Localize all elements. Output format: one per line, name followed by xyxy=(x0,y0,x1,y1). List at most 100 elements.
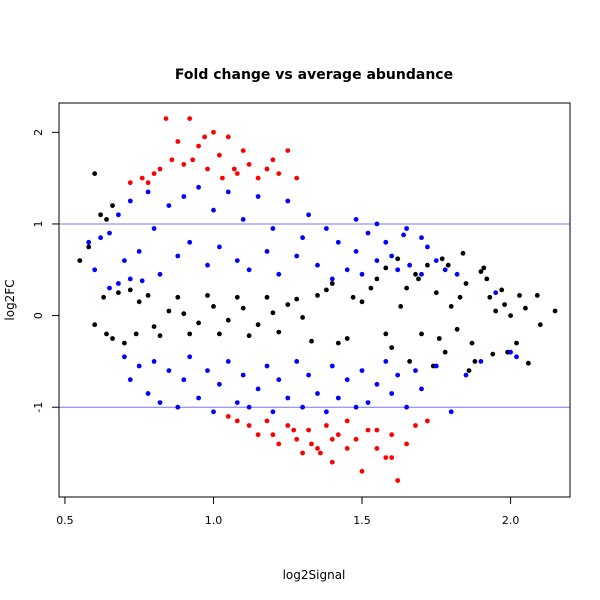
data-point xyxy=(104,331,109,337)
data-point xyxy=(246,267,252,273)
data-point xyxy=(136,363,142,369)
data-point xyxy=(413,368,418,373)
data-point xyxy=(202,134,208,140)
data-point xyxy=(285,302,291,307)
data-point xyxy=(493,308,499,314)
data-point xyxy=(98,212,103,218)
data-point xyxy=(285,395,291,401)
data-point xyxy=(294,436,300,442)
data-point xyxy=(329,276,335,282)
data-point xyxy=(374,258,380,263)
data-point xyxy=(404,285,409,291)
data-point xyxy=(217,381,222,387)
y-tick-label: 1 xyxy=(32,220,45,227)
data-point xyxy=(270,157,276,163)
data-point xyxy=(353,404,359,410)
data-point xyxy=(365,400,371,405)
data-point xyxy=(255,386,261,392)
data-point xyxy=(389,391,395,396)
data-point xyxy=(92,322,98,328)
data-point xyxy=(276,171,282,177)
data-point xyxy=(433,290,439,296)
data-point xyxy=(181,377,187,383)
data-point xyxy=(309,338,314,344)
data-point xyxy=(157,400,163,405)
data-point xyxy=(255,194,261,199)
data-point xyxy=(234,418,240,424)
data-point xyxy=(234,171,240,177)
data-point xyxy=(234,258,240,263)
data-point xyxy=(306,427,311,433)
data-point xyxy=(472,359,478,364)
data-point xyxy=(365,230,371,236)
x-axis: 0.5 1.0 1.5 2.0 xyxy=(56,496,519,527)
data-point xyxy=(335,239,341,245)
data-point xyxy=(205,262,210,268)
point-group-2 xyxy=(127,116,430,483)
data-point xyxy=(329,436,335,442)
data-point xyxy=(225,359,231,364)
data-point xyxy=(122,354,127,360)
data-point xyxy=(359,299,365,305)
data-point xyxy=(294,359,300,364)
data-point xyxy=(157,166,163,172)
data-point xyxy=(151,324,157,329)
data-point xyxy=(350,294,356,300)
data-point xyxy=(116,212,121,218)
data-point xyxy=(442,267,448,273)
chart-title: Fold change vs average abundance xyxy=(175,67,453,83)
data-point xyxy=(136,249,142,254)
data-point xyxy=(77,258,83,263)
data-point xyxy=(374,381,380,387)
data-point xyxy=(264,418,270,424)
data-point xyxy=(294,253,300,259)
data-point xyxy=(139,175,145,181)
data-point xyxy=(276,329,282,335)
data-point xyxy=(101,294,106,300)
data-point xyxy=(315,391,320,396)
data-point xyxy=(240,305,246,311)
data-point xyxy=(344,377,350,383)
data-point xyxy=(116,290,121,296)
data-point xyxy=(285,423,291,428)
data-point xyxy=(300,404,305,410)
data-point xyxy=(300,235,305,241)
y-tick-label: -1 xyxy=(32,402,45,413)
data-point xyxy=(481,265,487,271)
data-point xyxy=(389,455,395,460)
data-point xyxy=(246,333,252,339)
data-point xyxy=(478,269,484,274)
data-point xyxy=(300,315,305,320)
data-point xyxy=(335,395,341,401)
data-point xyxy=(175,294,181,300)
data-point xyxy=(276,377,282,383)
data-point xyxy=(469,340,475,346)
x-tick-label: 1.5 xyxy=(353,514,371,527)
data-point xyxy=(353,436,359,442)
data-point xyxy=(276,441,282,447)
data-point xyxy=(181,162,187,167)
data-point xyxy=(445,262,451,268)
data-point xyxy=(466,368,472,373)
data-point xyxy=(116,281,121,286)
data-point xyxy=(151,226,157,231)
data-point xyxy=(457,294,463,300)
data-point xyxy=(413,271,418,277)
data-point xyxy=(514,354,519,360)
data-point xyxy=(255,322,261,328)
data-point xyxy=(291,427,297,433)
data-point xyxy=(145,391,151,396)
data-point xyxy=(404,441,409,447)
data-point xyxy=(127,287,133,293)
data-point xyxy=(419,386,424,392)
data-point xyxy=(255,175,261,181)
data-point xyxy=(225,134,231,140)
data-point xyxy=(389,432,395,438)
data-point xyxy=(359,368,365,373)
data-point xyxy=(324,409,329,415)
data-point xyxy=(448,304,454,309)
data-point xyxy=(526,360,531,366)
data-point xyxy=(368,285,374,291)
data-point xyxy=(145,189,151,195)
data-point xyxy=(211,304,216,309)
